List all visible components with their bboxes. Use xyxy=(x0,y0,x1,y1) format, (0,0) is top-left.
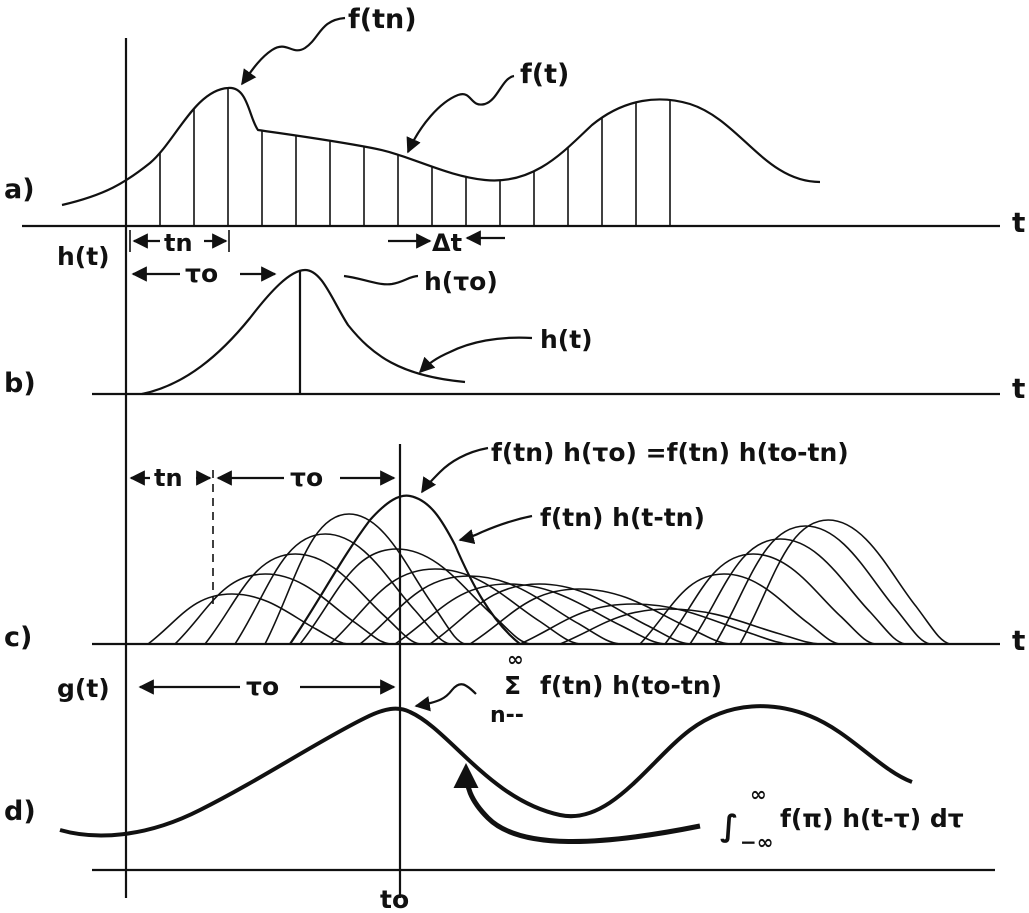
tn-label: tn xyxy=(164,229,193,257)
sum-lower-limit: n-- xyxy=(490,703,524,728)
panel-b: h(t) b) t τo h(τo) h(t) xyxy=(4,242,1025,405)
integral-pointer xyxy=(453,763,701,844)
shifted-curve xyxy=(739,519,951,645)
shifted-curve xyxy=(147,593,349,645)
sample-lines xyxy=(159,88,671,226)
panel-d-label: d) xyxy=(4,796,36,827)
dt-label: Δt xyxy=(432,229,462,257)
shifted-curve xyxy=(204,553,421,645)
f-tn-pointer xyxy=(241,16,346,86)
panel-d: g(t) d) τo ∞ Σ n-- f(tn) h(to-tn) ∫ ∞ −∞… xyxy=(4,647,995,913)
h-tau-o-label: h(τo) xyxy=(424,267,498,296)
f-t-curve xyxy=(61,86,821,207)
product-equation-label: f(tn) h(τo) =f(tn) h(to-tn) xyxy=(491,438,849,467)
integral-upper-limit: ∞ xyxy=(750,782,767,806)
f-tn-h-t-tn-curve xyxy=(289,494,521,645)
sum-pointer xyxy=(414,683,477,712)
panel-c-label: c) xyxy=(4,622,32,653)
h-t-curve-label: h(t) xyxy=(540,325,593,354)
g-t-axis-label: g(t) xyxy=(57,674,110,703)
sum-symbol: Σ xyxy=(504,671,521,700)
h-tau-o-pointer xyxy=(343,274,419,286)
shifted-impulse-responses xyxy=(147,513,951,645)
h-t-pointer xyxy=(418,336,533,374)
integral-lower-limit: −∞ xyxy=(740,830,773,854)
f-t-label: f(t) xyxy=(520,59,569,90)
shifted-pointer xyxy=(458,514,533,545)
sum-term-label: f(tn) h(to-tn) xyxy=(540,671,722,700)
f-t-pointer xyxy=(406,74,515,154)
shifted-curve xyxy=(559,608,821,645)
shifted-response-label: f(tn) h(t-tn) xyxy=(540,503,705,532)
h-t-axis-label: h(t) xyxy=(57,242,110,271)
shifted-curve xyxy=(469,588,731,645)
integral-symbol: ∫ xyxy=(720,809,738,844)
panel-c-axis-label: t xyxy=(1012,624,1025,657)
shifted-curve xyxy=(689,538,906,645)
to-label: to xyxy=(380,885,409,913)
shifted-curve xyxy=(234,533,451,645)
tau-o-label-b: τo xyxy=(185,259,218,288)
shifted-curve xyxy=(639,573,841,645)
shifted-curve xyxy=(714,525,931,645)
shifted-curve xyxy=(264,513,466,645)
panel-c: c) t tn τo f(tn) h(τo) =f(tn) h(to-tn) f… xyxy=(4,438,1025,898)
tn-label-c: tn xyxy=(154,464,183,492)
shifted-curve xyxy=(429,583,691,645)
panel-a-label: a) xyxy=(4,174,35,205)
tau-o-label-c: τo xyxy=(290,463,323,492)
panel-a: a) t f(tn) f(t) tn Δt xyxy=(4,4,1025,257)
panel-a-axis-label: t xyxy=(1012,206,1025,239)
panel-b-label: b) xyxy=(4,368,36,399)
g-t-output-curve xyxy=(59,704,913,838)
h-t-curve xyxy=(141,268,466,396)
product-pointer xyxy=(421,446,489,494)
f-tn-label: f(tn) xyxy=(348,4,417,35)
shifted-curve xyxy=(299,548,531,645)
shifted-curve xyxy=(664,553,876,645)
sum-upper-limit: ∞ xyxy=(507,647,524,671)
panel-b-axis-label: t xyxy=(1012,372,1025,405)
integral-term-label: f(π) h(t-τ) dτ xyxy=(780,804,964,833)
tau-o-label-d: τo xyxy=(246,672,279,701)
